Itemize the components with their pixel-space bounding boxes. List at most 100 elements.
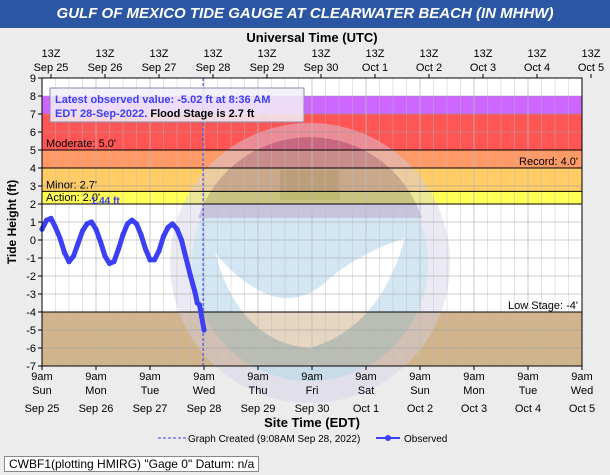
bottom-tick-label: Sep 28 — [187, 403, 222, 415]
series-point — [97, 239, 104, 245]
top-tick-label: 13Z — [258, 48, 277, 60]
bottom-tick-label: 9am — [85, 371, 106, 383]
y-tick-label: 0 — [30, 235, 36, 247]
bottom-tick-label: 9am — [301, 371, 322, 383]
top-axis-label: Universal Time (UTC) — [246, 30, 377, 45]
top-tick-label: 13Z — [150, 48, 169, 60]
y-tick-label: 3 — [30, 181, 36, 193]
series-point — [129, 217, 135, 223]
top-tick-label: 13Z — [582, 48, 601, 60]
y-tick-label: 6 — [30, 127, 36, 139]
top-tick-label: Oct 2 — [416, 62, 442, 74]
peak-label: 1.44 ft — [91, 196, 121, 207]
series-point — [178, 237, 185, 243]
bottom-tick-label: Wed — [571, 385, 593, 397]
y-tick-label: 5 — [30, 145, 36, 157]
series-point — [115, 246, 122, 252]
noaa-logo-watermark — [170, 123, 450, 403]
y-tick-label: 7 — [30, 109, 36, 121]
bottom-tick-label: Thu — [249, 385, 268, 397]
series-point — [151, 257, 158, 263]
bottom-tick-label: Mon — [85, 385, 106, 397]
y-tick-label: -5 — [26, 325, 36, 337]
series-point — [75, 241, 81, 247]
bottom-axis-label: Site Time (EDT) — [264, 415, 360, 430]
datum-note: CWBF1(plotting HMIRG) "Gage 0" Datum: n/… — [4, 456, 260, 472]
bottom-tick-label: Sep 26 — [79, 403, 114, 415]
info-line-2: EDT 28-Sep-2022. Flood Stage is 2.7 ft — [55, 108, 255, 120]
bottom-tick-label: 9am — [247, 371, 268, 383]
bottom-tick-label: Oct 3 — [461, 403, 487, 415]
series-point — [183, 255, 189, 261]
bottom-tick-label: 9am — [355, 371, 376, 383]
chart-title: GULF OF MEXICO TIDE GAUGE AT CLEARWATER … — [0, 0, 610, 28]
info-flood-stage: Flood Stage is 2.7 ft — [147, 108, 254, 120]
top-tick-label: 13Z — [420, 48, 439, 60]
top-tick-label: Oct 5 — [578, 62, 604, 74]
info-date: EDT 28-Sep-2022. — [55, 108, 147, 120]
series-point — [196, 302, 203, 308]
bottom-tick-label: Oct 2 — [407, 403, 433, 415]
series-point — [61, 250, 68, 256]
series-point — [124, 221, 131, 227]
series-point — [120, 232, 126, 238]
stage-label: Moderate: 5.0' — [46, 138, 116, 150]
top-tick-label: 13Z — [204, 48, 223, 60]
bottom-tick-label: Wed — [193, 385, 215, 397]
top-tick-label: Sep 26 — [88, 62, 123, 74]
y-tick-label: 9 — [30, 73, 36, 85]
series-point — [138, 232, 144, 238]
info-line-1: Latest observed value: -5.02 ft at 8:36 … — [55, 94, 270, 106]
bottom-tick-label: Oct 5 — [569, 403, 595, 415]
series-point — [48, 215, 54, 221]
series-point — [66, 259, 72, 265]
series-point — [133, 221, 140, 227]
series-point — [102, 253, 108, 259]
bottom-tick-label: Mon — [463, 385, 484, 397]
y-tick-label: -3 — [26, 289, 36, 301]
y-tick-label: 2 — [30, 199, 36, 211]
top-tick-label: 13Z — [366, 48, 385, 60]
series-point — [142, 246, 149, 252]
top-tick-label: 13Z — [312, 48, 331, 60]
series-point — [174, 226, 180, 232]
series-point — [187, 273, 194, 279]
y-tick-label: 4 — [30, 163, 36, 175]
top-tick-label: Oct 4 — [524, 62, 550, 74]
bottom-tick-label: 9am — [139, 371, 160, 383]
y-tick-label: 1 — [30, 217, 36, 229]
series-point — [93, 226, 99, 232]
stage-label: Minor: 2.7' — [46, 179, 97, 191]
stage-label: Low Stage: -4' — [508, 300, 578, 312]
bottom-tick-label: Tue — [519, 385, 538, 397]
top-tick-label: Oct 1 — [362, 62, 388, 74]
bottom-tick-label: Fri — [306, 385, 319, 397]
stage-label: Action: 2.0' — [46, 192, 100, 204]
top-tick-label: 13Z — [96, 48, 115, 60]
series-point — [70, 253, 77, 259]
series-point — [84, 221, 90, 227]
series-point — [201, 327, 207, 333]
legend-observed-label: Observed — [404, 434, 447, 445]
bottom-tick-label: Sep 25 — [25, 403, 60, 415]
bottom-tick-label: Oct 4 — [515, 403, 541, 415]
y-tick-label: -7 — [26, 361, 36, 373]
series-point — [79, 228, 86, 234]
y-tick-label: -1 — [26, 253, 36, 265]
bottom-tick-label: 9am — [31, 371, 52, 383]
series-point — [160, 233, 167, 239]
stage-lines: Moderate: 5.0' Record: 4.0' Minor: 2.7'Act… — [42, 138, 582, 313]
bottom-tick-label: Sat — [358, 385, 375, 397]
legend: Graph Created (9:08AM Sep 28, 2022) Obser… — [158, 434, 447, 445]
top-tick-label: 13Z — [528, 48, 547, 60]
series-point — [57, 235, 63, 241]
y-tick-label: 8 — [30, 91, 36, 103]
legend-created-label: Graph Created (9:08AM Sep 28, 2022) — [188, 434, 360, 445]
axes: -7 -6 -5 -4 -3 -2 -1 0 1 2 3 4 5 6 7 8 9 Tide Height (ft)… — [5, 30, 604, 430]
y-tick-label: -2 — [26, 271, 36, 283]
y-tick-label: -6 — [26, 343, 36, 355]
stage-label: Record: 4.0' — [519, 156, 578, 168]
series-point — [192, 289, 198, 295]
top-tick-label: Sep 29 — [250, 62, 285, 74]
bottom-tick-label: 9am — [517, 371, 538, 383]
